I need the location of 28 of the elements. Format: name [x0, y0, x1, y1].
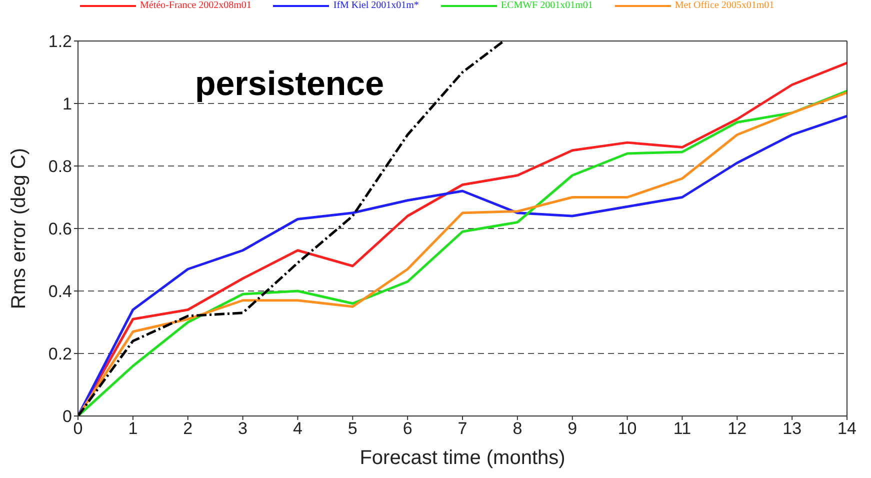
y-tick-label: 1.2: [48, 32, 72, 52]
x-tick-label: 9: [568, 419, 578, 438]
y-axis-title: Rms error (deg C): [8, 148, 30, 310]
x-tick-label: 10: [618, 419, 637, 438]
x-tick-label: 3: [238, 419, 248, 438]
y-tick-label: 0.2: [48, 344, 72, 364]
y-tick-label: 0: [62, 407, 72, 426]
x-axis-title: Forecast time (months): [360, 447, 566, 469]
x-tick-label: 11: [673, 419, 692, 438]
y-tick-label: 0.6: [48, 220, 72, 239]
y-tick-label: 0.4: [48, 282, 72, 302]
annotation: persistence: [195, 64, 384, 104]
x-tick-label: 14: [838, 419, 856, 438]
x-tick-label: 8: [512, 419, 522, 438]
y-tick-label: 1: [62, 94, 72, 114]
text: Met Office 2005x01m01: [674, 0, 774, 11]
x-tick-label: 7: [458, 419, 468, 438]
x-tick-label: 1: [128, 419, 138, 438]
x-tick-label: 4: [292, 419, 302, 438]
x-tick-label: 2: [183, 419, 193, 438]
y-tick-label: 0.8: [48, 157, 72, 176]
x-tick-label: 12: [728, 419, 747, 438]
x-tick-label: 5: [348, 419, 358, 438]
text: Météo-France 2002x08m01: [140, 0, 252, 11]
text: IfM Kiel 2001x01m*: [333, 0, 419, 11]
text: ECMWF 2001x01m01: [500, 0, 593, 11]
x-tick-label: 13: [782, 419, 802, 438]
x-tick-label: 6: [402, 419, 412, 438]
